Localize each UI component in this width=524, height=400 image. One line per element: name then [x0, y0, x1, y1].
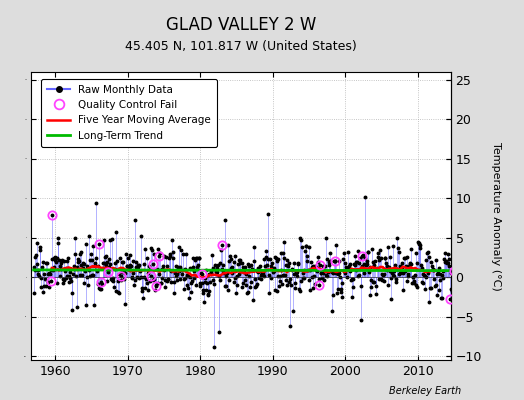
Text: 45.405 N, 101.817 W (United States): 45.405 N, 101.817 W (United States): [125, 40, 357, 53]
Text: GLAD VALLEY 2 W: GLAD VALLEY 2 W: [166, 16, 316, 34]
Legend: Raw Monthly Data, Quality Control Fail, Five Year Moving Average, Long-Term Tren: Raw Monthly Data, Quality Control Fail, …: [41, 79, 217, 147]
Text: Berkeley Earth: Berkeley Earth: [389, 386, 461, 396]
